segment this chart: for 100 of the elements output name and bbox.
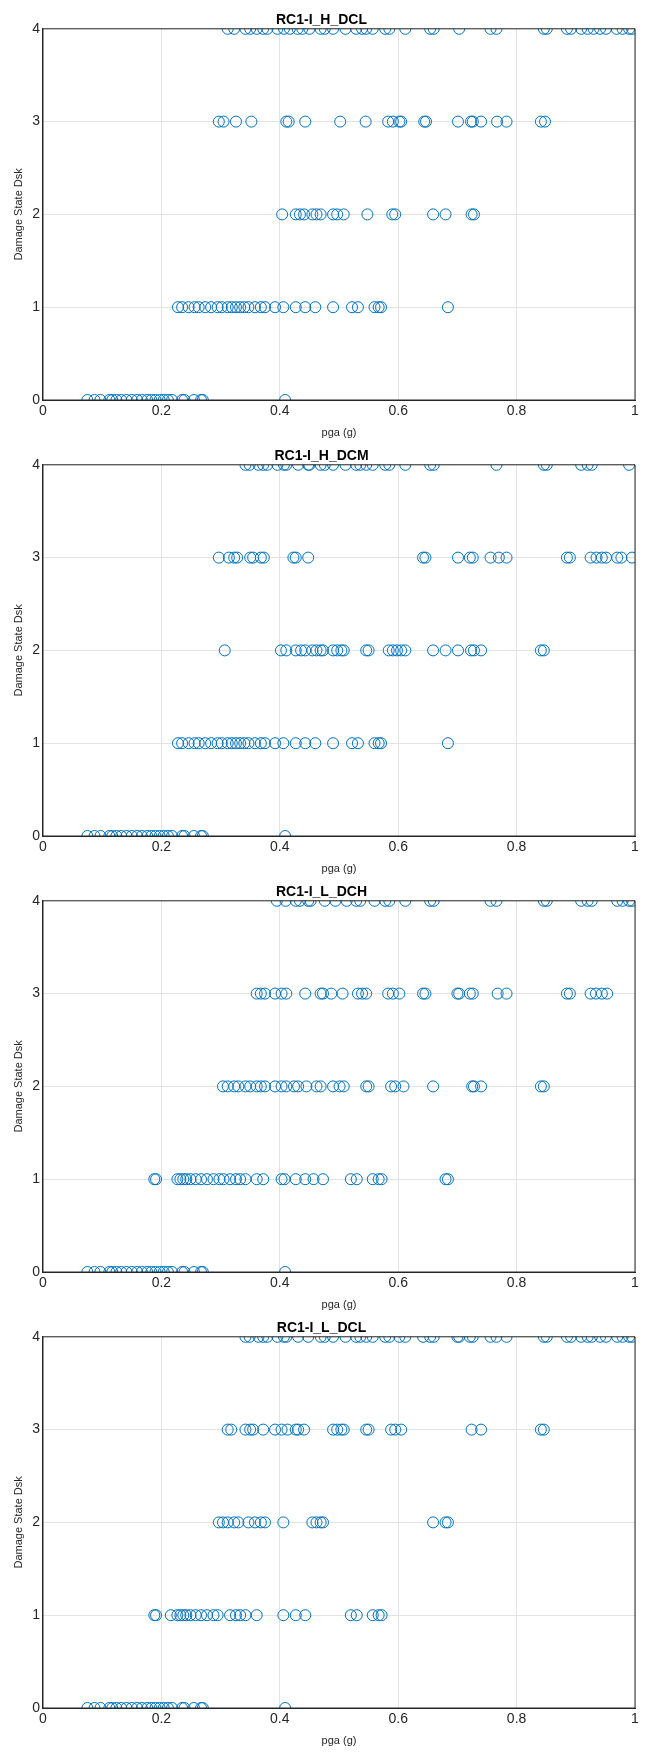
x-axis-title: pga (g) [321,862,357,875]
point [234,1609,247,1622]
point [595,987,608,1000]
x-tick-label: 0.2 [151,1274,172,1291]
point [475,644,488,657]
point [306,1516,319,1529]
point [248,737,261,750]
point [310,1080,323,1093]
point [595,551,608,564]
point [289,1609,302,1622]
point [224,1173,237,1186]
point [391,644,404,657]
point [314,208,327,221]
point [333,1080,346,1093]
point [325,987,338,1000]
x-tick-label: 0.2 [151,1710,172,1727]
point [386,644,399,657]
point [298,1423,311,1436]
point [229,1609,242,1622]
point [188,737,201,750]
x-tick-label: 1 [631,838,640,855]
point [195,1173,208,1186]
y-tick-label: 0 [32,826,41,843]
point [248,1516,261,1529]
point [217,115,230,128]
point [254,1080,267,1093]
x-tick-label: 1 [631,1274,640,1291]
point [327,1423,340,1436]
point [250,1080,263,1093]
point [250,1173,263,1186]
point [242,737,255,750]
point [216,1516,229,1529]
point [229,737,242,750]
chart-title: RC1-I_L_DCL [276,1319,367,1336]
point [171,737,184,750]
point [385,1423,398,1436]
point [451,644,464,657]
point [257,1423,270,1436]
x-axis-title: pga (g) [321,1298,357,1311]
point [500,551,513,564]
point [327,208,340,221]
point [293,208,306,221]
point [295,644,308,657]
point [298,208,311,221]
point [441,301,454,314]
point [299,987,312,1000]
point [439,644,452,657]
point [244,1080,257,1093]
point [334,115,347,128]
point [356,987,369,1000]
point [225,737,238,750]
point [601,987,614,1000]
point [441,737,454,750]
point [211,1609,224,1622]
y-tick-label: 2 [32,641,41,658]
y-tick-label: 0 [32,1698,41,1715]
y-tick-label: 3 [32,1420,41,1437]
point [500,115,513,128]
point [215,737,228,750]
point [192,301,205,314]
x-tick-label: 0.2 [151,838,172,855]
point [337,1080,350,1093]
point [368,301,381,314]
y-axis-title: Damage State Dsk [11,603,24,697]
point [258,301,271,314]
y-tick-label: 3 [32,548,41,565]
point [306,644,319,657]
point [245,115,258,128]
point [382,987,395,1000]
point [281,1423,294,1436]
point [229,301,242,314]
point [200,1173,213,1186]
point [275,1080,288,1093]
point [314,1080,327,1093]
point [611,551,624,564]
point [234,301,247,314]
point [299,737,312,750]
y-axis-title: Damage State Dsk [11,1475,24,1569]
point [221,1423,234,1436]
point [277,1516,290,1529]
point [248,301,261,314]
point [389,1080,402,1093]
point [239,1609,252,1622]
y-tick-label: 3 [32,112,41,129]
point [239,1423,252,1436]
point [289,737,302,750]
x-tick-label: 0.6 [388,1274,409,1291]
x-axis-title: pga (g) [321,1734,357,1747]
x-tick-label: 0.4 [270,1710,290,1727]
point [258,737,271,750]
point [212,115,225,128]
point [337,208,350,221]
chart-title: RC1-I_H_DCL [275,11,368,28]
point [212,551,225,564]
y-axis-title: Damage State Dsk [11,1039,24,1133]
point [317,1173,330,1186]
point [254,301,267,314]
x-tick-label: 0.6 [388,1710,409,1727]
point [188,301,201,314]
point [195,1609,208,1622]
